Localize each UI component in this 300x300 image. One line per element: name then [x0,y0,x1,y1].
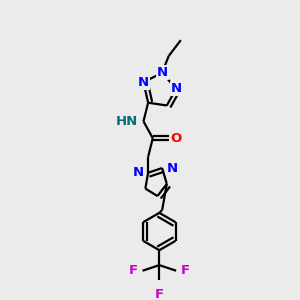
Text: N: N [167,161,178,175]
Text: N: N [171,82,182,95]
Text: N: N [132,166,143,179]
Text: O: O [170,132,182,145]
Text: HN: HN [116,115,138,128]
Text: F: F [129,264,138,277]
Text: F: F [181,264,190,277]
Text: N: N [138,76,149,89]
Text: N: N [157,66,168,79]
Text: F: F [155,289,164,300]
